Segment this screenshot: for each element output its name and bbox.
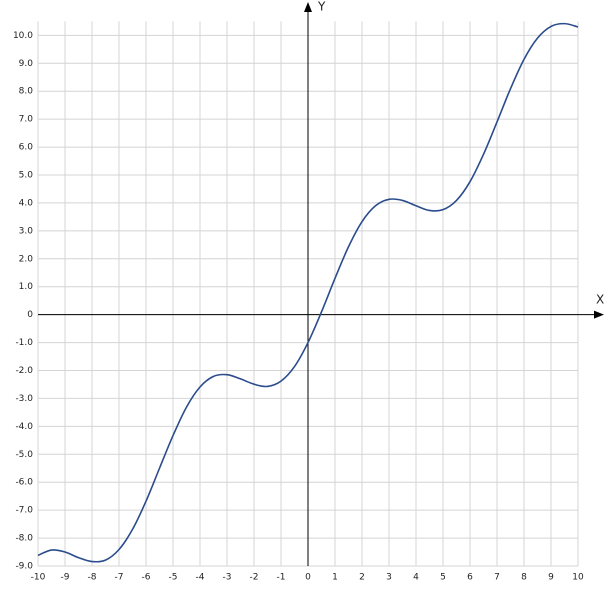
y-tick-label: 3.0: [19, 226, 34, 236]
y-tick-label: 7.0: [19, 115, 34, 125]
y-axis-label: Y: [317, 0, 326, 14]
x-tick-label: -10: [31, 573, 46, 583]
x-tick-label: 4: [413, 573, 419, 583]
y-tick-label: 8.0: [19, 87, 34, 97]
x-tick-label: 0: [305, 573, 311, 583]
y-tick-label: -3.0: [15, 394, 33, 404]
y-tick-label: 2.0: [19, 254, 34, 264]
y-tick-label: 9.0: [19, 59, 34, 69]
y-tick-label: -8.0: [15, 534, 33, 544]
x-tick-label: -5: [169, 573, 178, 583]
y-axis-arrow: [304, 2, 312, 12]
x-tick-label: 1: [332, 573, 338, 583]
x-tick-label: 7: [494, 573, 500, 583]
y-tick-label: 10.0: [13, 31, 33, 41]
y-tick-label: -5.0: [15, 450, 33, 460]
x-tick-label: 8: [521, 573, 527, 583]
x-tick-label: -8: [88, 573, 97, 583]
y-tick-label: -1.0: [15, 338, 33, 348]
line: [37, 22, 579, 563]
x-tick-label: -2: [250, 573, 259, 583]
y-tick-label: 4.0: [19, 198, 34, 208]
x-tick-label: 5: [440, 573, 446, 583]
y-tick-label: -6.0: [15, 478, 33, 488]
x-tick-label: -1: [277, 573, 286, 583]
x-tick-label: -3: [223, 573, 232, 583]
y-tick-label: 5.0: [19, 171, 34, 181]
y-tick-label: 1.0: [19, 282, 34, 292]
x-tick-label: -7: [115, 573, 124, 583]
y-tick-label: -2.0: [15, 366, 33, 376]
y-tick-label: 6.0: [19, 143, 34, 153]
x-tick-label: -9: [61, 573, 70, 583]
x-tick-label: 2: [359, 573, 365, 583]
y-tick-label: -9.0: [15, 562, 33, 572]
x-tick-label: 6: [467, 573, 473, 583]
x-tick-label: -4: [196, 573, 205, 583]
x-tick-label: 10: [572, 573, 584, 583]
y-tick-label: -7.0: [15, 506, 33, 516]
x-tick-label: -6: [142, 573, 151, 583]
y-tick-label: 0: [27, 310, 33, 320]
x-axis-arrow: [594, 310, 604, 319]
y-tick-label: -4.0: [15, 422, 33, 432]
x-axis-label: X: [596, 293, 604, 307]
x-tick-label: 9: [548, 573, 554, 583]
x-tick-label: 3: [386, 573, 392, 583]
